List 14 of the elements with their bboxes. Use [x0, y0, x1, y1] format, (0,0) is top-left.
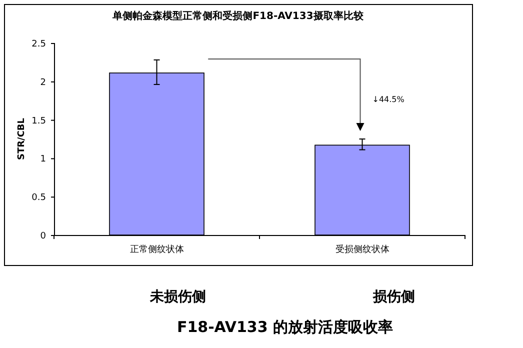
text: 损伤侧	[372, 289, 415, 305]
y-tick-label: 1.5	[32, 116, 46, 126]
annotation: ↓44.5%	[372, 94, 405, 104]
y-tick-label: 1	[40, 154, 46, 165]
y-tick-label: 0	[40, 232, 46, 242]
y-tick-label: 2	[40, 78, 46, 88]
y-tick-label: 0.5	[32, 193, 46, 204]
text: F18-AV133 的放射活度吸收率	[176, 318, 394, 336]
x-tick-label: 受损侧纹状体	[335, 244, 390, 255]
chart-title: 单侧帕金森模型正常侧和受损侧F18-AV133摄取率比较	[112, 10, 364, 22]
x-tick-label: 正常侧纹状体	[130, 244, 184, 255]
text: 未损伤侧	[149, 289, 206, 305]
y-axis-title: STR/CBL	[17, 118, 27, 160]
y-tick-label: 2.5	[32, 40, 46, 50]
